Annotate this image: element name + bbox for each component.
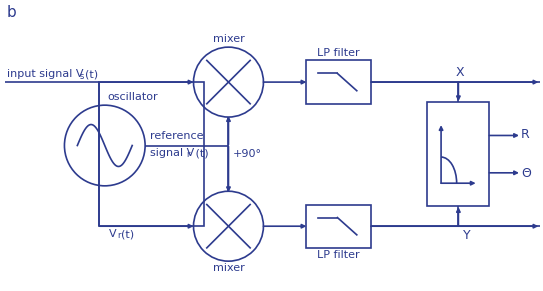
Text: LP filter: LP filter xyxy=(318,47,360,58)
Text: oscillator: oscillator xyxy=(108,92,158,102)
Text: input signal V: input signal V xyxy=(7,69,83,79)
Text: signal V: signal V xyxy=(150,148,194,159)
Text: s: s xyxy=(80,72,84,81)
Bar xyxy=(306,61,371,104)
Bar xyxy=(306,205,371,248)
Text: b: b xyxy=(7,5,16,20)
Text: reference: reference xyxy=(150,131,204,141)
Text: (t): (t) xyxy=(192,148,209,159)
Text: mixer: mixer xyxy=(213,263,244,273)
Text: R: R xyxy=(521,128,530,141)
Text: mixer: mixer xyxy=(213,34,244,44)
Text: LP filter: LP filter xyxy=(318,250,360,260)
Text: Θ: Θ xyxy=(521,167,531,180)
Text: (t): (t) xyxy=(121,229,134,239)
Text: X: X xyxy=(456,66,464,79)
Text: (t): (t) xyxy=(85,69,98,79)
Text: +90°: +90° xyxy=(232,149,261,159)
Bar xyxy=(99,82,204,226)
Text: r: r xyxy=(187,150,190,159)
Bar xyxy=(427,102,489,206)
Text: V: V xyxy=(109,229,117,239)
Text: r: r xyxy=(117,231,121,240)
Text: Y: Y xyxy=(463,229,471,242)
